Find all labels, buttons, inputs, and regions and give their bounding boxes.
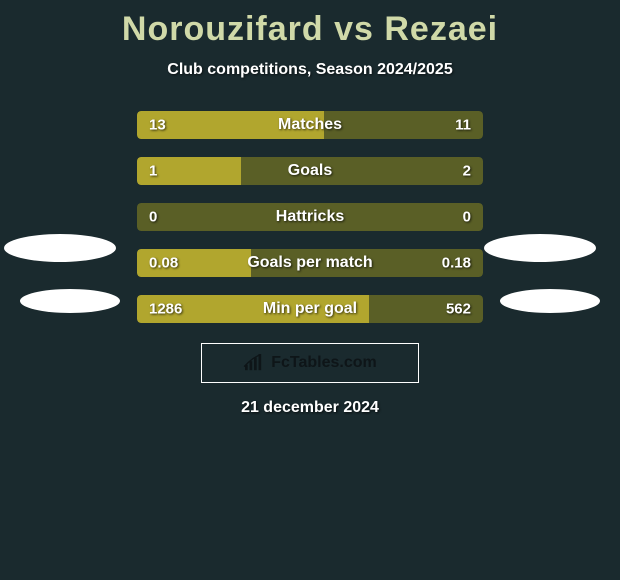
bar-value-left: 1: [149, 163, 157, 180]
comparison-infographic: Norouzifard vs Rezaei Club competitions,…: [0, 0, 620, 417]
stat-bar: 0 0 Hattricks: [137, 203, 483, 231]
stat-bar: 0.08 0.18 Goals per match: [137, 249, 483, 277]
stat-bar: 13 11 Matches: [137, 111, 483, 139]
bar-value-left: 1286: [149, 301, 182, 318]
bar-value-right: 562: [446, 301, 471, 318]
stat-bar: 1286 562 Min per goal: [137, 295, 483, 323]
bar-label: Hattricks: [276, 208, 344, 226]
bar-label: Goals: [288, 162, 332, 180]
bar-value-right: 11: [455, 117, 471, 134]
player-left-ellipse-2: [20, 289, 120, 313]
chart-icon: [243, 354, 265, 372]
player-right-ellipse-1: [484, 234, 596, 262]
stat-bar: 1 2 Goals: [137, 157, 483, 185]
bar-value-right: 0: [463, 209, 471, 226]
footer-date: 21 december 2024: [241, 399, 379, 417]
stats-area: 13 11 Matches 1 2 Goals 0 0 Hattricks 0.08 0.18 Goa…: [0, 111, 620, 323]
bar-value-left: 0.08: [149, 255, 178, 272]
player-left-ellipse-1: [4, 234, 116, 262]
attribution-text: FcTables.com: [271, 354, 377, 372]
bars-column: 13 11 Matches 1 2 Goals 0 0 Hattricks 0.08 0.18 Goa…: [137, 111, 483, 323]
bar-label: Goals per match: [247, 254, 372, 272]
bar-label: Min per goal: [263, 300, 357, 318]
bar-value-left: 13: [149, 117, 166, 134]
bar-label: Matches: [278, 116, 342, 134]
bar-value-left: 0: [149, 209, 157, 226]
attribution-box: FcTables.com: [201, 343, 419, 383]
page-title: Norouzifard vs Rezaei: [122, 10, 498, 49]
bar-value-right: 2: [463, 163, 471, 180]
page-subtitle: Club competitions, Season 2024/2025: [167, 61, 452, 79]
bar-value-right: 0.18: [442, 255, 471, 272]
player-right-ellipse-2: [500, 289, 600, 313]
